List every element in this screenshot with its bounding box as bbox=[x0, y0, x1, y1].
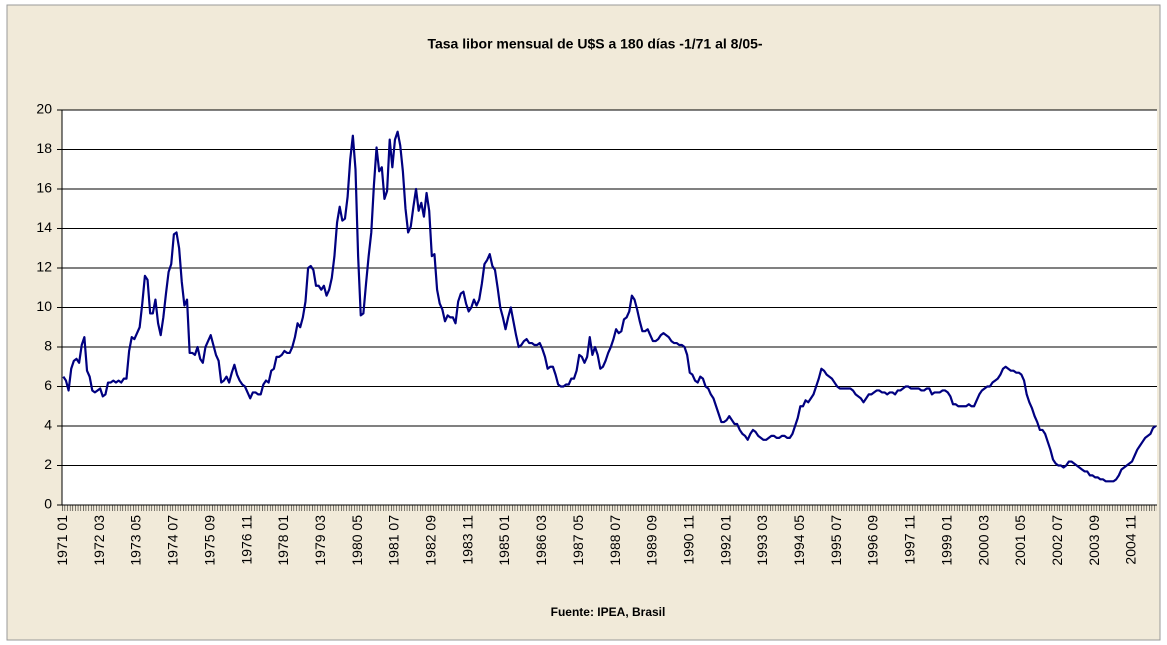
x-tick-label: 1990 11 bbox=[680, 515, 696, 565]
x-tick-label: 1994 05 bbox=[791, 515, 807, 566]
x-tick-label: 1986 03 bbox=[533, 515, 549, 566]
x-tick-label: 1996 09 bbox=[865, 515, 881, 566]
x-tick-label: 1980 05 bbox=[349, 515, 365, 566]
x-tick-label: 1976 11 bbox=[238, 515, 254, 565]
x-tick-label: 1982 09 bbox=[423, 515, 439, 566]
y-tick-label: 18 bbox=[36, 140, 52, 156]
x-tick-label: 1993 03 bbox=[754, 515, 770, 566]
x-tick-label: 1995 07 bbox=[828, 515, 844, 566]
y-tick-label: 0 bbox=[44, 496, 52, 512]
x-tick-label: 1978 01 bbox=[275, 515, 291, 566]
x-tick-label: 2004 11 bbox=[1123, 515, 1139, 565]
source-note: Fuente: IPEA, Brasil bbox=[551, 605, 666, 619]
y-tick-label: 6 bbox=[44, 377, 52, 393]
x-tick-label: 1973 05 bbox=[128, 515, 144, 566]
y-tick-label: 14 bbox=[36, 219, 52, 235]
x-tick-label: 1992 01 bbox=[717, 515, 733, 566]
x-tick-label: 1972 03 bbox=[91, 515, 107, 566]
x-tick-label: 1974 07 bbox=[165, 515, 181, 566]
y-tick-label: 2 bbox=[44, 456, 52, 472]
x-tick-label: 1987 05 bbox=[570, 515, 586, 566]
x-tick-label: 2001 05 bbox=[1012, 515, 1028, 566]
x-axis-ticks bbox=[62, 505, 1157, 511]
y-tick-label: 20 bbox=[36, 101, 52, 117]
x-tick-label: 2002 07 bbox=[1049, 515, 1065, 566]
y-tick-label: 4 bbox=[44, 417, 52, 433]
x-tick-label: 1988 07 bbox=[607, 515, 623, 566]
x-tick-label: 1997 11 bbox=[902, 515, 918, 565]
x-tick-label: 1971 01 bbox=[54, 515, 70, 566]
y-tick-label: 10 bbox=[36, 298, 52, 314]
chart-title: Tasa libor mensual de U$S a 180 días -1/… bbox=[427, 36, 762, 52]
y-tick-label: 16 bbox=[36, 180, 52, 196]
x-tick-label: 1981 07 bbox=[386, 515, 402, 566]
x-tick-label: 1999 01 bbox=[938, 515, 954, 566]
x-tick-label: 2003 09 bbox=[1086, 515, 1102, 566]
data-line bbox=[62, 130, 1157, 483]
x-tick-label: 1985 01 bbox=[496, 515, 512, 566]
x-tick-label: 1989 09 bbox=[644, 515, 660, 566]
y-tick-label: 8 bbox=[44, 338, 52, 354]
x-tick-label: 1983 11 bbox=[459, 515, 475, 565]
x-tick-label: 2000 03 bbox=[975, 515, 991, 566]
y-tick-label: 12 bbox=[36, 259, 52, 275]
x-tick-label: 1975 09 bbox=[201, 515, 217, 566]
x-tick-label: 1979 03 bbox=[312, 515, 328, 566]
